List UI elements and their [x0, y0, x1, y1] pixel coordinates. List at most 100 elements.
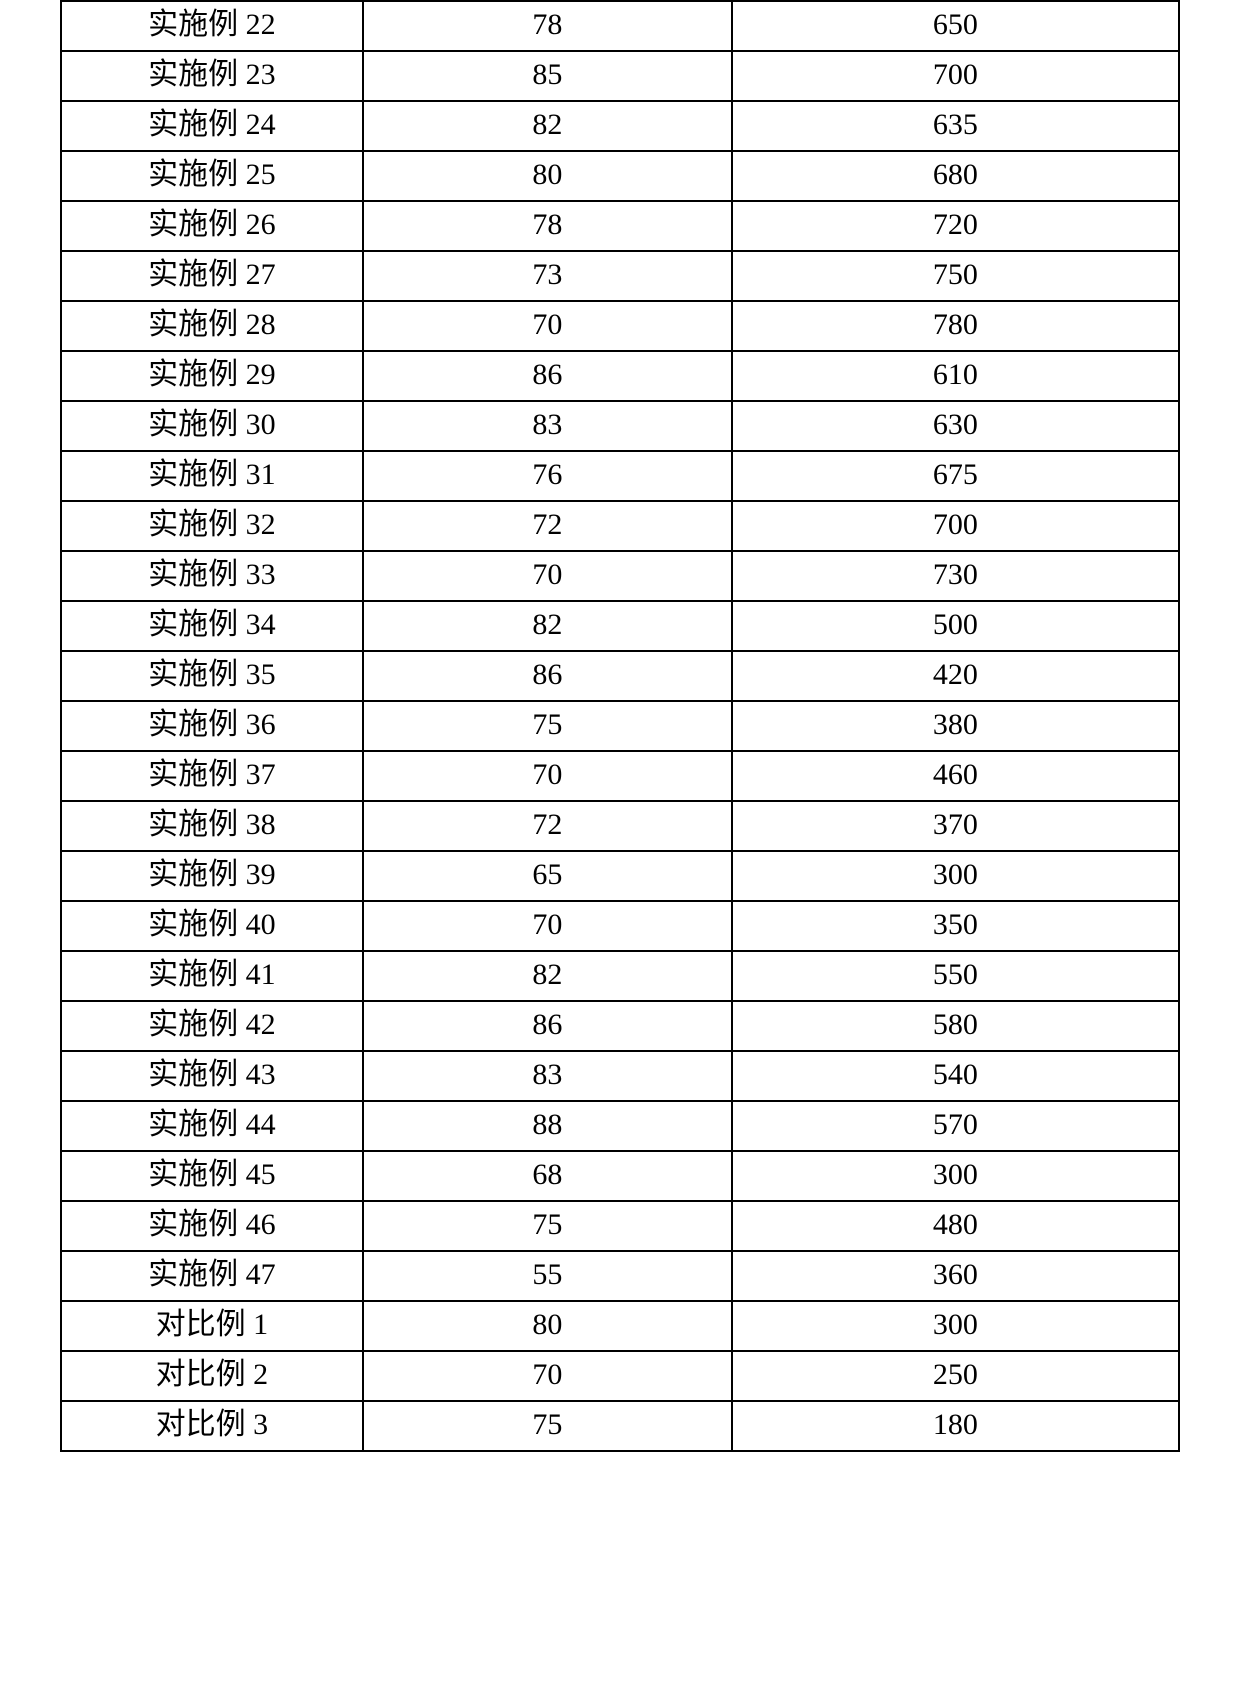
data-table: 实施例 2278650实施例 2385700实施例 2482635实施例 258…: [60, 0, 1180, 1452]
cell-col3: 750: [732, 251, 1179, 301]
cell-label: 实施例 22: [61, 1, 363, 51]
table-row: 实施例 2870780: [61, 301, 1179, 351]
cell-label: 实施例 30: [61, 401, 363, 451]
cell-label: 实施例 40: [61, 901, 363, 951]
cell-col3: 635: [732, 101, 1179, 151]
cell-label: 实施例 26: [61, 201, 363, 251]
cell-col2: 75: [363, 1401, 732, 1451]
table-row: 实施例 3872370: [61, 801, 1179, 851]
cell-col3: 630: [732, 401, 1179, 451]
cell-label: 实施例 42: [61, 1001, 363, 1051]
cell-col3: 580: [732, 1001, 1179, 1051]
cell-label: 实施例 34: [61, 601, 363, 651]
cell-label: 实施例 32: [61, 501, 363, 551]
cell-col2: 73: [363, 251, 732, 301]
cell-col3: 540: [732, 1051, 1179, 1101]
cell-col2: 83: [363, 1051, 732, 1101]
cell-col2: 82: [363, 951, 732, 1001]
cell-col2: 80: [363, 151, 732, 201]
cell-label: 实施例 33: [61, 551, 363, 601]
cell-col2: 85: [363, 51, 732, 101]
cell-col3: 780: [732, 301, 1179, 351]
cell-label: 对比例 2: [61, 1351, 363, 1401]
cell-label: 实施例 28: [61, 301, 363, 351]
cell-label: 实施例 47: [61, 1251, 363, 1301]
cell-label: 实施例 43: [61, 1051, 363, 1101]
cell-col2: 82: [363, 101, 732, 151]
cell-label: 实施例 23: [61, 51, 363, 101]
table-row: 实施例 3586420: [61, 651, 1179, 701]
cell-label: 实施例 25: [61, 151, 363, 201]
cell-label: 实施例 45: [61, 1151, 363, 1201]
cell-label: 实施例 31: [61, 451, 363, 501]
table-row: 实施例 3965300: [61, 851, 1179, 901]
table-row: 实施例 4755360: [61, 1251, 1179, 1301]
cell-col2: 88: [363, 1101, 732, 1151]
cell-label: 对比例 3: [61, 1401, 363, 1451]
table-row: 实施例 4070350: [61, 901, 1179, 951]
table-row: 实施例 3482500: [61, 601, 1179, 651]
cell-col3: 500: [732, 601, 1179, 651]
table-row: 对比例 180300: [61, 1301, 1179, 1351]
cell-col2: 78: [363, 201, 732, 251]
cell-label: 实施例 39: [61, 851, 363, 901]
cell-label: 对比例 1: [61, 1301, 363, 1351]
cell-col3: 680: [732, 151, 1179, 201]
cell-col3: 420: [732, 651, 1179, 701]
cell-col2: 86: [363, 351, 732, 401]
table-body: 实施例 2278650实施例 2385700实施例 2482635实施例 258…: [61, 1, 1179, 1451]
cell-col3: 675: [732, 451, 1179, 501]
cell-label: 实施例 38: [61, 801, 363, 851]
table-row: 实施例 4488570: [61, 1101, 1179, 1151]
table-row: 实施例 3272700: [61, 501, 1179, 551]
cell-label: 实施例 29: [61, 351, 363, 401]
cell-label: 实施例 44: [61, 1101, 363, 1151]
cell-col3: 550: [732, 951, 1179, 1001]
cell-label: 实施例 35: [61, 651, 363, 701]
cell-col3: 350: [732, 901, 1179, 951]
cell-col3: 300: [732, 851, 1179, 901]
table-row: 实施例 2385700: [61, 51, 1179, 101]
cell-col2: 78: [363, 1, 732, 51]
cell-col2: 70: [363, 1351, 732, 1401]
cell-col2: 70: [363, 751, 732, 801]
cell-col3: 730: [732, 551, 1179, 601]
cell-col3: 460: [732, 751, 1179, 801]
table-row: 实施例 4568300: [61, 1151, 1179, 1201]
cell-col3: 700: [732, 51, 1179, 101]
cell-col3: 180: [732, 1401, 1179, 1451]
table-row: 实施例 3770460: [61, 751, 1179, 801]
cell-col2: 75: [363, 701, 732, 751]
cell-col3: 380: [732, 701, 1179, 751]
cell-label: 实施例 36: [61, 701, 363, 751]
table-row: 实施例 2773750: [61, 251, 1179, 301]
cell-col2: 55: [363, 1251, 732, 1301]
cell-col3: 300: [732, 1301, 1179, 1351]
cell-label: 实施例 41: [61, 951, 363, 1001]
table-row: 实施例 4675480: [61, 1201, 1179, 1251]
table-row: 实施例 4383540: [61, 1051, 1179, 1101]
table-row: 实施例 2278650: [61, 1, 1179, 51]
cell-col2: 75: [363, 1201, 732, 1251]
cell-label: 实施例 46: [61, 1201, 363, 1251]
table-row: 实施例 4182550: [61, 951, 1179, 1001]
table-row: 实施例 3675380: [61, 701, 1179, 751]
cell-col2: 82: [363, 601, 732, 651]
table-row: 实施例 2986610: [61, 351, 1179, 401]
cell-col2: 70: [363, 901, 732, 951]
cell-col2: 86: [363, 651, 732, 701]
cell-label: 实施例 27: [61, 251, 363, 301]
cell-col2: 72: [363, 801, 732, 851]
cell-col2: 72: [363, 501, 732, 551]
table-row: 实施例 2678720: [61, 201, 1179, 251]
table-row: 实施例 2580680: [61, 151, 1179, 201]
cell-col2: 70: [363, 301, 732, 351]
cell-col3: 610: [732, 351, 1179, 401]
table-row: 实施例 3370730: [61, 551, 1179, 601]
cell-col3: 570: [732, 1101, 1179, 1151]
cell-col2: 80: [363, 1301, 732, 1351]
cell-col2: 68: [363, 1151, 732, 1201]
page: 实施例 2278650实施例 2385700实施例 2482635实施例 258…: [0, 0, 1240, 1492]
table-row: 实施例 4286580: [61, 1001, 1179, 1051]
cell-col3: 370: [732, 801, 1179, 851]
